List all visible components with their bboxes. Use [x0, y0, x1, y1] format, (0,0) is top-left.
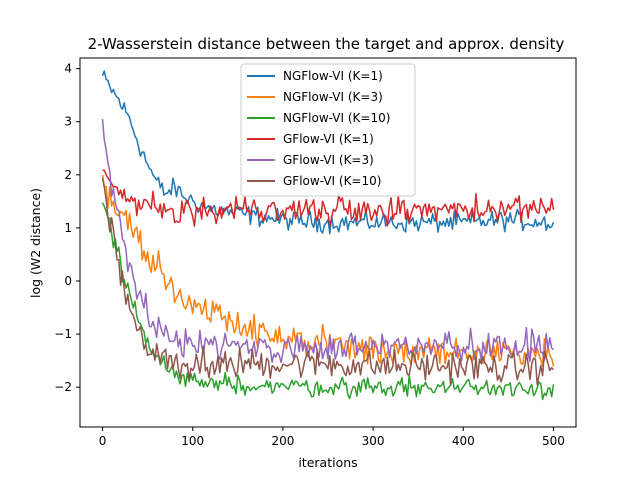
- x-tick-label: 0: [99, 434, 107, 448]
- legend-label: NGFlow-VI (K=10): [283, 111, 390, 125]
- y-tick-label: 2: [64, 168, 72, 182]
- legend-label: NGFlow-VI (K=3): [283, 90, 383, 104]
- series-line: [101, 70, 555, 235]
- y-tick-label: 0: [64, 274, 72, 288]
- chart-title: 2-Wasserstein distance between the targe…: [88, 35, 565, 53]
- legend: NGFlow-VI (K=1) NGFlow-VI (K=3) NGFlow-VI …: [240, 63, 416, 197]
- plot-frame: [79, 57, 577, 428]
- y-axis: −2 −1 0 1 2 3 4: [54, 62, 80, 394]
- legend-label: GFlow-VI (K=3): [283, 153, 374, 167]
- y-tick-label: 4: [64, 62, 72, 76]
- legend-box: [240, 63, 416, 197]
- x-tick-label: 500: [542, 434, 565, 448]
- y-axis-label: log (W2 distance): [28, 188, 43, 298]
- series-line: [101, 202, 555, 401]
- series-line: [101, 174, 555, 367]
- x-axis-label: iterations: [298, 455, 357, 470]
- y-tick-label: 1: [64, 221, 72, 235]
- x-tick-label: 200: [271, 434, 294, 448]
- legend-label: NGFlow-VI (K=1): [283, 69, 383, 83]
- y-tick-label: 3: [64, 115, 72, 129]
- series-line: [102, 169, 555, 227]
- x-axis: 0 100 200 300 400 500: [99, 427, 565, 448]
- series-line: [101, 118, 554, 364]
- series-line: [101, 177, 555, 386]
- legend-label: GFlow-VI (K=10): [283, 174, 381, 188]
- x-tick-label: 300: [362, 434, 385, 448]
- y-tick-label: −1: [54, 327, 72, 341]
- legend-label: GFlow-VI (K=1): [283, 132, 374, 146]
- x-tick-label: 100: [181, 434, 204, 448]
- x-tick-label: 400: [452, 434, 475, 448]
- y-tick-label: −2: [54, 380, 72, 394]
- plot-area: [101, 70, 555, 401]
